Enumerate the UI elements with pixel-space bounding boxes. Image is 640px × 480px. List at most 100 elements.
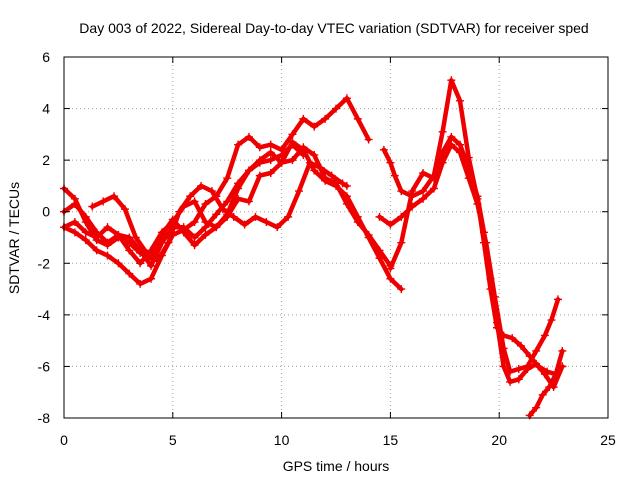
data-point (540, 370, 549, 379)
data-point (266, 169, 275, 178)
data-point (551, 370, 560, 379)
data-point (70, 228, 79, 237)
data-point (103, 238, 112, 247)
data-point (379, 145, 388, 154)
data-point (103, 223, 112, 232)
data-point (120, 205, 129, 214)
data-point (516, 341, 525, 350)
data-point (175, 207, 184, 216)
data-point (223, 174, 232, 183)
data-point (229, 212, 238, 221)
data-point (473, 199, 482, 208)
series-line (381, 77, 565, 377)
data-point (103, 251, 112, 260)
data-point (538, 390, 547, 399)
data-point (147, 274, 156, 283)
chart-title: Day 003 of 2022, Sidereal Day-to-day VTE… (79, 20, 588, 36)
data-point (429, 184, 438, 193)
data-point (81, 236, 90, 245)
data-point (218, 205, 227, 214)
data-point (81, 228, 90, 237)
data-point (266, 140, 275, 149)
data-point (506, 377, 515, 386)
y-axis: -8 -6 -4 -2 0 2 4 6 (38, 49, 608, 426)
plot-frame (63, 56, 609, 419)
data-point (321, 174, 330, 183)
data-point (386, 158, 395, 167)
data-point (419, 194, 428, 203)
data-point (255, 143, 264, 152)
data-point (540, 331, 549, 340)
data-point (447, 132, 456, 141)
series-track-7 (386, 132, 567, 392)
data-point (464, 174, 473, 183)
data-point (99, 197, 108, 206)
series-line (61, 145, 393, 269)
data-point (508, 334, 517, 343)
data-point (499, 362, 508, 371)
data-point (136, 259, 145, 268)
data-point (114, 259, 123, 268)
data-point (316, 163, 325, 172)
data-point (179, 223, 188, 232)
series-track-3 (60, 143, 395, 270)
data-point (244, 132, 253, 141)
series-track-6 (379, 76, 567, 379)
data-point (310, 122, 319, 131)
y-tick-label: 2 (42, 152, 50, 168)
y-tick-label: 6 (42, 49, 50, 65)
data-point (310, 150, 319, 159)
data-point (490, 292, 499, 301)
data-point (342, 199, 351, 208)
data-point (558, 346, 567, 355)
data-point (201, 199, 210, 208)
data-point (255, 158, 264, 167)
data-point (201, 223, 210, 232)
data-point (197, 181, 206, 190)
data-point (288, 156, 297, 165)
data-point (364, 135, 373, 144)
data-point (456, 140, 465, 149)
data-point (288, 140, 297, 149)
data-point (266, 156, 275, 165)
data-point (447, 140, 456, 149)
data-point (212, 223, 221, 232)
x-tick-label: 25 (600, 432, 616, 448)
x-tick-label: 10 (274, 432, 290, 448)
data-series (60, 76, 567, 420)
data-point (499, 344, 508, 353)
data-point (386, 220, 395, 229)
data-point (223, 197, 232, 206)
x-tick-label: 5 (169, 432, 177, 448)
data-point (212, 210, 221, 219)
data-point (277, 158, 286, 167)
data-point (147, 246, 156, 255)
data-point (299, 143, 308, 152)
data-point (295, 187, 304, 196)
data-point (397, 285, 406, 294)
data-point (277, 150, 286, 159)
data-point (273, 223, 282, 232)
data-point (186, 192, 195, 201)
data-point (305, 158, 314, 167)
data-point (92, 228, 101, 237)
data-point (456, 96, 465, 105)
data-point (338, 179, 347, 188)
data-point (514, 375, 523, 384)
data-point (131, 233, 140, 242)
y-tick-label: -4 (38, 307, 51, 323)
data-point (190, 233, 199, 242)
data-point (299, 114, 308, 123)
data-point (299, 150, 308, 159)
data-point (114, 230, 123, 239)
y-tick-label: -2 (38, 255, 51, 271)
x-tick-label: 15 (383, 432, 399, 448)
data-point (164, 238, 173, 247)
data-point (547, 316, 556, 325)
data-point (201, 230, 210, 239)
data-point (408, 187, 417, 196)
data-point (514, 365, 523, 374)
data-point (545, 383, 554, 392)
data-point (506, 367, 515, 376)
